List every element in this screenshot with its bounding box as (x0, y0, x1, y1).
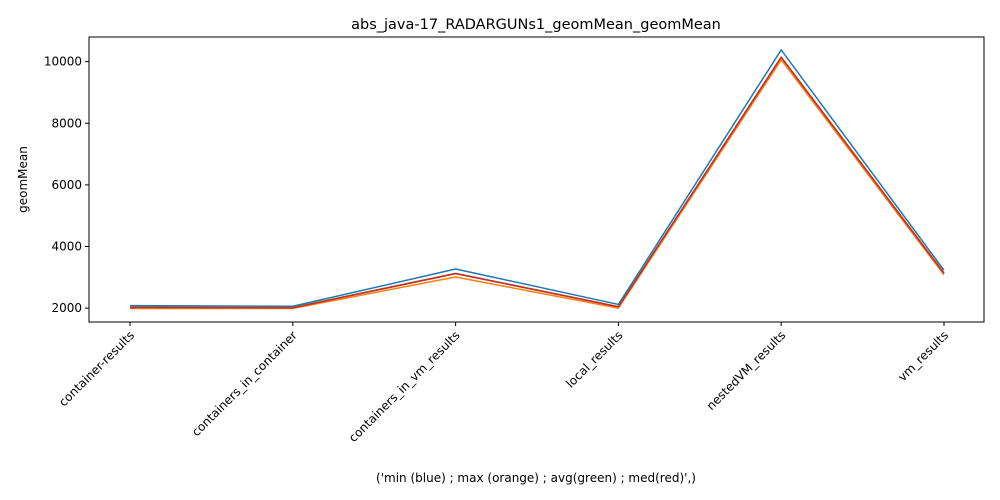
plot-frame (88, 36, 985, 323)
x-tick-label: containers_in_container (189, 328, 300, 439)
x-tick-label: local_results (563, 328, 625, 390)
x-tick-label: containers_in_vm_results (346, 328, 463, 445)
x-axis: container-results containers_in_container… (56, 322, 951, 445)
y-tick-label: 2000 (51, 301, 82, 315)
series-layer (129, 49, 945, 310)
x-tick-label: nestedVM_results (704, 328, 789, 413)
series-line-2 (129, 56, 945, 309)
series-line-1 (130, 59, 945, 310)
y-axis: 2000 4000 6000 8000 10000 (44, 55, 89, 315)
y-tick-label: 4000 (51, 240, 82, 254)
y-axis-label: geomMean (16, 146, 30, 213)
y-tick-label: 8000 (51, 116, 82, 130)
series-line-0 (129, 49, 945, 308)
x-tick-label: container-results (56, 328, 137, 409)
x-tick-label: vm_results (895, 328, 951, 384)
y-tick-label: 10000 (44, 55, 82, 69)
chart-title: abs_java-17_RADARGUNs1_geomMean_geomMean (351, 17, 721, 33)
series-line-3 (129, 56, 945, 309)
y-tick-label: 6000 (51, 178, 82, 192)
x-axis-label: ('min (blue) ; max (orange) ; avg(green)… (376, 471, 696, 485)
